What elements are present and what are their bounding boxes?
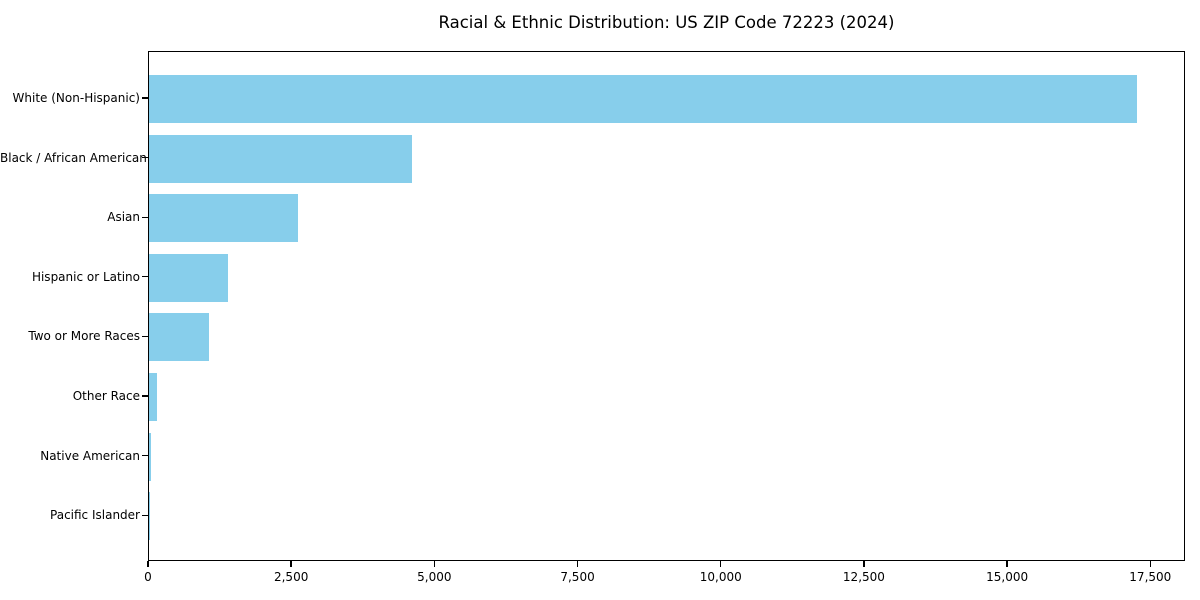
x-tick-mark [290, 561, 292, 567]
y-tick-label: Two or More Races [28, 329, 140, 344]
bar-hispanic-or-latino [149, 253, 229, 302]
x-tick-label: 5,000 [417, 570, 452, 584]
y-tick-mark [142, 156, 148, 159]
y-tick-label: Hispanic or Latino [31, 269, 140, 284]
x-tick-mark [433, 561, 436, 567]
plot-area [148, 51, 1185, 561]
x-tick-mark [147, 561, 149, 567]
y-tick-mark [142, 97, 148, 99]
y-tick-label: Black / African American [0, 150, 147, 165]
x-tick-label: 10,000 [699, 570, 742, 584]
y-tick-mark [142, 276, 148, 278]
bar-other-race [149, 373, 158, 421]
y-tick-label: White (Non-Hispanic) [12, 91, 140, 105]
y-tick-label: Other Race [72, 389, 140, 403]
bar-native-american [149, 432, 151, 481]
x-tick-mark [1149, 561, 1151, 567]
x-tick-mark [720, 561, 722, 567]
x-tick-label: 17,500 [1129, 570, 1172, 584]
y-tick-mark [142, 454, 148, 457]
x-tick-label: 2,500 [273, 570, 309, 584]
bar-pacific-islander [149, 492, 150, 541]
bar-black-african-american [149, 134, 413, 183]
y-tick-label: Native American [40, 448, 140, 463]
y-tick-mark [142, 514, 148, 516]
x-tick-mark [576, 561, 579, 567]
x-tick-label: 7,500 [560, 570, 595, 584]
y-tick-label: Pacific Islander [50, 508, 140, 523]
bar-two-or-more-races [149, 313, 210, 362]
x-tick-mark [863, 561, 865, 567]
x-tick-label: 0 [144, 570, 152, 584]
chart-title: Racial & Ethnic Distribution: US ZIP Cod… [438, 13, 895, 32]
y-tick-mark [142, 216, 148, 218]
x-tick-label: 12,500 [842, 570, 885, 584]
bar-white-non-hispanic [149, 75, 1137, 123]
y-tick-mark [142, 395, 148, 397]
bar-asian [149, 194, 298, 243]
y-tick-label: Asian [107, 210, 140, 225]
x-tick-mark [1006, 561, 1008, 567]
y-tick-mark [142, 335, 148, 338]
x-tick-label: 15,000 [986, 570, 1029, 584]
